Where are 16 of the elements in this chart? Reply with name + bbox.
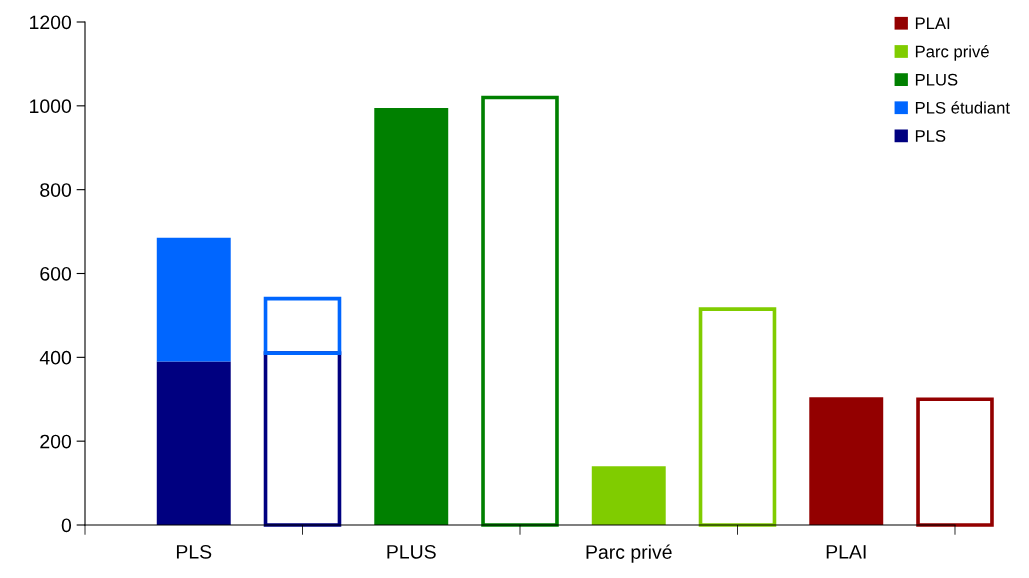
- legend-label: PLUS: [915, 73, 958, 86]
- legend-label: Parc privé: [915, 45, 989, 61]
- y-tick-label: 1200: [30, 15, 72, 30]
- y-tick-label: 0: [61, 518, 72, 533]
- legend-label: PLS: [915, 130, 946, 142]
- y-tick-label: 400: [39, 350, 72, 365]
- x-tick-label: PLAI: [826, 545, 866, 559]
- x-tick-label: Parc privé: [586, 544, 672, 563]
- legend-label: PLAI: [915, 17, 950, 30]
- x-tick-label: PLS: [176, 544, 212, 559]
- y-tick-label: 200: [40, 434, 72, 449]
- x-tick-label: PLUS: [387, 544, 436, 559]
- y-tick-label: 1000: [30, 99, 72, 114]
- legend-label: PLS étudiant: [915, 101, 1010, 114]
- y-tick-label: 800: [40, 183, 72, 197]
- y-tick-label: 600: [40, 266, 72, 281]
